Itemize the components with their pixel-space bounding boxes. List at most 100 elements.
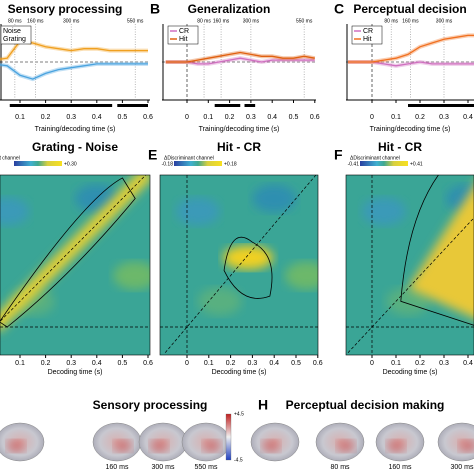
time-label: 300 ms — [152, 464, 175, 471]
panel-title: Hit - CR — [378, 140, 422, 154]
x-tick-label: 0.3 — [246, 114, 256, 121]
x-tick-label: 0.3 — [66, 360, 76, 367]
time-label: 300 ms — [451, 464, 474, 471]
colorbar-label: ΔDiscriminant channel — [0, 155, 20, 161]
time-marker-label: 160 ms — [27, 18, 44, 24]
x-tick-label: 0.4 — [267, 114, 277, 121]
brain-activity — [459, 440, 474, 452]
significance-bar — [408, 104, 474, 107]
time-label: 160 ms — [389, 464, 412, 471]
x-tick-label: 0.6 — [313, 360, 323, 367]
heatmap-blob — [284, 261, 318, 290]
x-tick-label: 0.6 — [143, 360, 153, 367]
brain-activity — [150, 440, 168, 452]
x-tick-label: 0.6 — [143, 114, 153, 121]
x-tick-label: 0 — [370, 114, 374, 121]
legend-label: Grating — [3, 36, 26, 43]
heatmap-blob — [362, 197, 406, 226]
panel-title: Grating - Noise — [32, 140, 118, 154]
panel-title: Generalization — [188, 2, 271, 16]
time-marker-label: 300 ms — [243, 18, 260, 24]
panel-title: Sensory processing — [8, 2, 123, 16]
legend-label: Hit — [179, 36, 188, 43]
brain-activity — [337, 440, 355, 452]
time-marker-label: 80 ms — [8, 18, 22, 24]
series-line — [348, 61, 474, 67]
frame — [159, 174, 319, 356]
series-line — [0, 63, 148, 80]
time-marker-label: 160 ms — [402, 18, 419, 24]
x-tick-label: 0.5 — [291, 360, 301, 367]
panel-letter: C — [334, 1, 344, 17]
panel-title: Perceptual decision making — [286, 398, 445, 412]
panel-letter: H — [258, 397, 268, 413]
time-marker-label: 550 ms — [296, 18, 313, 24]
heatmap-blob — [223, 245, 274, 270]
colorbar-label: ΔDiscriminant channel — [164, 155, 214, 161]
colorbar-min: -0.18 — [162, 161, 174, 167]
time-label: 160 ms — [106, 464, 129, 471]
colorbar-min: -0.41 — [348, 161, 360, 167]
x-tick-label: 0.1 — [15, 114, 25, 121]
x-tick-label: 0.1 — [203, 114, 213, 121]
x-tick-label: 0.1 — [204, 360, 214, 367]
series-line — [165, 51, 315, 63]
contour — [400, 175, 474, 326]
heatmap-blob — [252, 184, 297, 213]
x-tick-label: 0.2 — [41, 114, 51, 121]
x-axis-label: Training/decoding time (s) — [199, 126, 280, 133]
brain-activity — [203, 440, 221, 452]
series-line — [348, 34, 474, 63]
heatmap-blob — [113, 261, 150, 290]
legend-label: CR — [179, 28, 189, 35]
time-label: 80 ms — [330, 464, 350, 471]
heatmap-blob — [175, 197, 220, 226]
legend-label: Hit — [363, 36, 372, 43]
significance-bar — [9, 104, 113, 107]
frame — [345, 174, 474, 356]
time-marker-label: 80 ms — [384, 18, 398, 24]
contour — [223, 236, 273, 299]
x-tick-label: 0.2 — [226, 360, 236, 367]
time-marker-label: 300 ms — [63, 18, 80, 24]
x-tick-label: 0.2 — [415, 114, 425, 121]
brain-activity — [262, 440, 280, 452]
colorbar — [225, 413, 232, 461]
colorbar — [14, 161, 62, 166]
time-marker-label: 300 ms — [436, 18, 453, 24]
heatmap — [0, 175, 150, 355]
x-tick-label: 0 — [185, 360, 189, 367]
x-axis-label: Decoding time (s) — [383, 369, 438, 376]
heatmap-blob — [0, 197, 30, 226]
x-tick-label: 0.4 — [92, 360, 102, 367]
heatmap-wedge — [408, 186, 474, 319]
colorbar-min: -4.5 — [234, 457, 243, 463]
x-tick-label: 0.3 — [439, 114, 449, 121]
x-tick-label: 0.4 — [463, 114, 473, 121]
series-line — [165, 57, 315, 65]
x-tick-label: 0.4 — [463, 360, 473, 367]
x-tick-label: 0.1 — [391, 360, 401, 367]
diagonal — [0, 175, 147, 322]
x-tick-label: 0 — [370, 360, 374, 367]
x-tick-label: 0.6 — [310, 114, 320, 121]
series-line — [0, 40, 148, 60]
colorbar-max: +0.30 — [64, 161, 77, 167]
panel-letter: F — [334, 147, 343, 163]
legend-box — [0, 25, 32, 45]
heatmap — [160, 175, 318, 355]
colorbar-max: +0.41 — [410, 161, 423, 167]
panel-letter: E — [148, 147, 157, 163]
x-tick-label: 0.3 — [66, 114, 76, 121]
x-tick-label: 0.3 — [248, 360, 258, 367]
colorbar-max: +0.18 — [224, 161, 237, 167]
time-marker-label: 80 ms — [197, 18, 211, 24]
diagonal — [347, 217, 474, 353]
x-tick-label: 0.1 — [15, 360, 25, 367]
x-tick-label: 0.4 — [92, 114, 102, 121]
time-marker-label: 160 ms — [213, 18, 230, 24]
colorbar — [174, 161, 222, 166]
x-tick-label: 0.2 — [41, 360, 51, 367]
x-tick-label: 0.3 — [439, 360, 449, 367]
